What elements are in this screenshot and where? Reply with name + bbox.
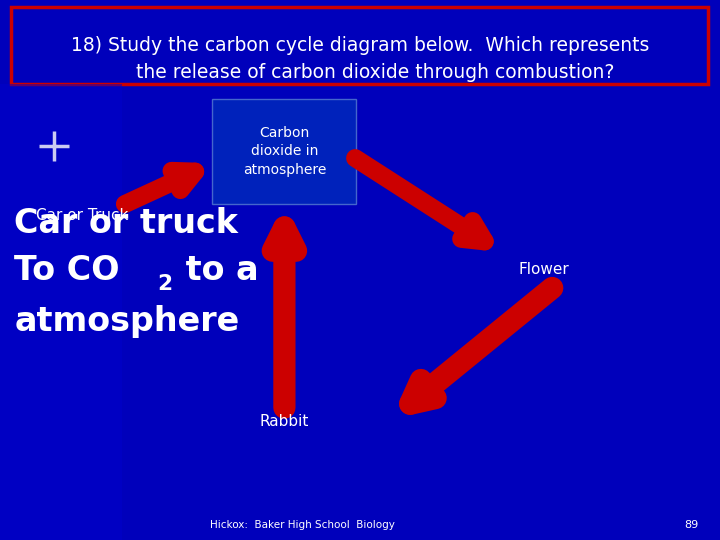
Text: 18) Study the carbon cycle diagram below.  Which represents: 18) Study the carbon cycle diagram below… bbox=[71, 36, 649, 56]
Text: Flower: Flower bbox=[518, 262, 569, 278]
FancyBboxPatch shape bbox=[0, 84, 122, 540]
Text: the release of carbon dioxide through combustion?: the release of carbon dioxide through co… bbox=[106, 63, 614, 83]
FancyBboxPatch shape bbox=[11, 7, 708, 84]
Text: Hickox:  Baker High School  Biology: Hickox: Baker High School Biology bbox=[210, 520, 395, 530]
FancyBboxPatch shape bbox=[212, 99, 356, 204]
Text: Car or Truck: Car or Truck bbox=[36, 208, 128, 224]
Text: Rabbit: Rabbit bbox=[259, 414, 309, 429]
Text: to a: to a bbox=[174, 254, 259, 287]
Text: 2: 2 bbox=[157, 274, 172, 294]
Text: atmosphere: atmosphere bbox=[14, 305, 240, 338]
Text: To CO: To CO bbox=[14, 254, 120, 287]
Text: Carbon
dioxide in
atmosphere: Carbon dioxide in atmosphere bbox=[243, 126, 326, 177]
Text: 89: 89 bbox=[684, 520, 698, 530]
Text: Car or truck: Car or truck bbox=[14, 207, 238, 240]
